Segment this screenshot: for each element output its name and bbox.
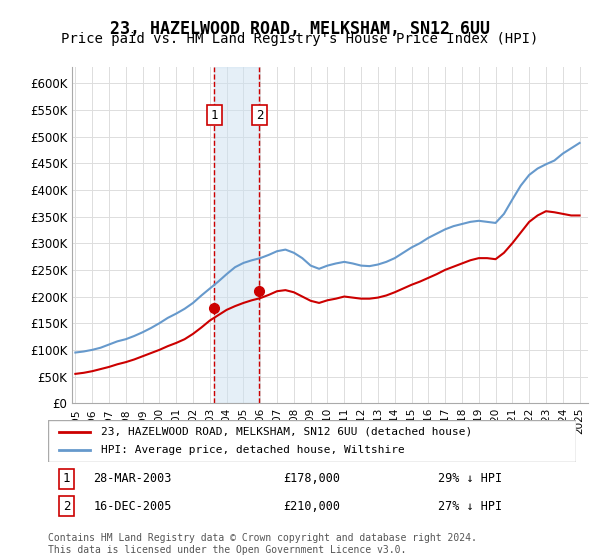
Text: 28-MAR-2003: 28-MAR-2003 [93,473,172,486]
Text: 2: 2 [63,500,70,512]
Text: 16-DEC-2005: 16-DEC-2005 [93,500,172,512]
Text: £210,000: £210,000 [284,500,341,512]
Text: £178,000: £178,000 [284,473,341,486]
Text: 27% ↓ HPI: 27% ↓ HPI [439,500,502,512]
Text: HPI: Average price, detached house, Wiltshire: HPI: Average price, detached house, Wilt… [101,445,404,455]
Text: 23, HAZELWOOD ROAD, MELKSHAM, SN12 6UU (detached house): 23, HAZELWOOD ROAD, MELKSHAM, SN12 6UU (… [101,427,472,437]
Text: Price paid vs. HM Land Registry's House Price Index (HPI): Price paid vs. HM Land Registry's House … [61,32,539,46]
Text: 1: 1 [210,109,218,122]
Text: 2: 2 [256,109,263,122]
Bar [214,67,259,403]
Text: 1: 1 [63,473,70,486]
Text: 29% ↓ HPI: 29% ↓ HPI [439,473,502,486]
Text: 23, HAZELWOOD ROAD, MELKSHAM, SN12 6UU: 23, HAZELWOOD ROAD, MELKSHAM, SN12 6UU [110,20,490,38]
FancyBboxPatch shape [48,420,576,462]
Text: Contains HM Land Registry data © Crown copyright and database right 2024.
This d: Contains HM Land Registry data © Crown c… [48,533,477,555]
